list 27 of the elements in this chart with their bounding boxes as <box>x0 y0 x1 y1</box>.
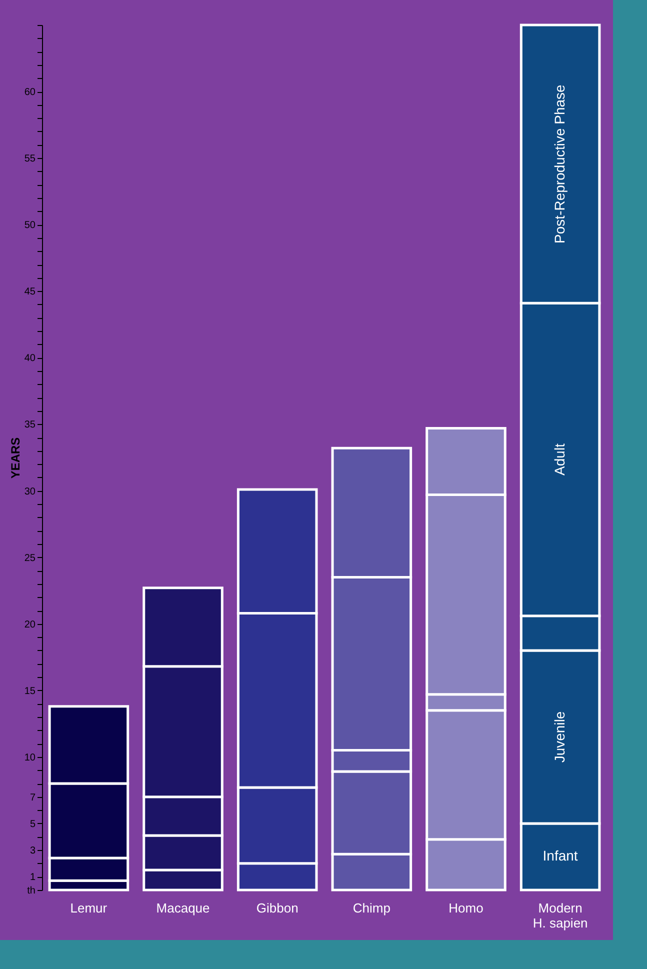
x-tick-label: Gibbon <box>256 900 298 916</box>
data-label: Post-Reproductive Phase <box>551 84 568 244</box>
x-tick-label: Lemur <box>70 900 108 916</box>
data-label: Infant <box>542 848 578 864</box>
x-tick-label: Macaque <box>156 900 210 916</box>
data-label: Adult <box>551 443 568 476</box>
x-tick-label: Modern H. sapien <box>532 900 588 930</box>
data-label: Juvenile <box>551 711 568 763</box>
y-tick-label: 15 <box>24 686 36 697</box>
y-tick-label: 10 <box>24 752 36 764</box>
y-tick-label: 1 <box>30 872 36 884</box>
y-axis-title: YEARS <box>8 437 22 479</box>
x-tick-label: Chimp <box>352 900 390 916</box>
y-tick-label: 30 <box>24 486 36 498</box>
y-tick-label: 25 <box>24 552 36 564</box>
y-tick-label: 5 <box>30 818 36 830</box>
y-tick-label: 7 <box>30 792 36 804</box>
x-tick-label: Homo <box>448 900 484 916</box>
y-tick-label: 55 <box>24 154 36 165</box>
y-tick-label: 35 <box>24 420 36 431</box>
y-tick-label: th <box>27 886 36 896</box>
y-tick-label: 3 <box>30 846 36 857</box>
y-tick-label: 20 <box>24 619 36 630</box>
y-tick-label: 50 <box>24 220 36 232</box>
y-tick-label: 45 <box>24 286 36 298</box>
y-tick-label: 40 <box>24 353 36 364</box>
y-tick-label: 60 <box>24 87 36 98</box>
